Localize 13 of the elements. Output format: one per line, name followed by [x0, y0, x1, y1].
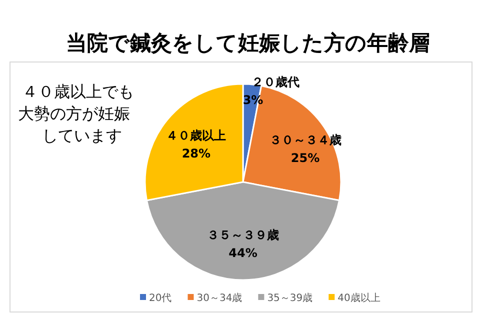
data-label: 44% — [228, 246, 258, 260]
text: ３０～３４歳 — [269, 132, 342, 147]
legend-label: 20代 — [149, 293, 172, 304]
data-label: 28% — [182, 146, 211, 160]
legend-label: 35～39歳 — [267, 292, 313, 304]
data-label: 25% — [290, 150, 320, 165]
text: ２０歳代 — [251, 75, 300, 89]
legend-label: 40歳以上 — [338, 292, 380, 304]
legend-label: 30～34歳 — [196, 292, 242, 304]
text: ４０歳以上 — [166, 128, 226, 142]
chart-title: 当院で鍼灸をして妊娠した方の年齢層 — [66, 31, 430, 55]
text: ４０歳以上でも大勢の方が妊娠しています — [18, 82, 134, 145]
text: ３５～３９歳 — [207, 228, 279, 242]
